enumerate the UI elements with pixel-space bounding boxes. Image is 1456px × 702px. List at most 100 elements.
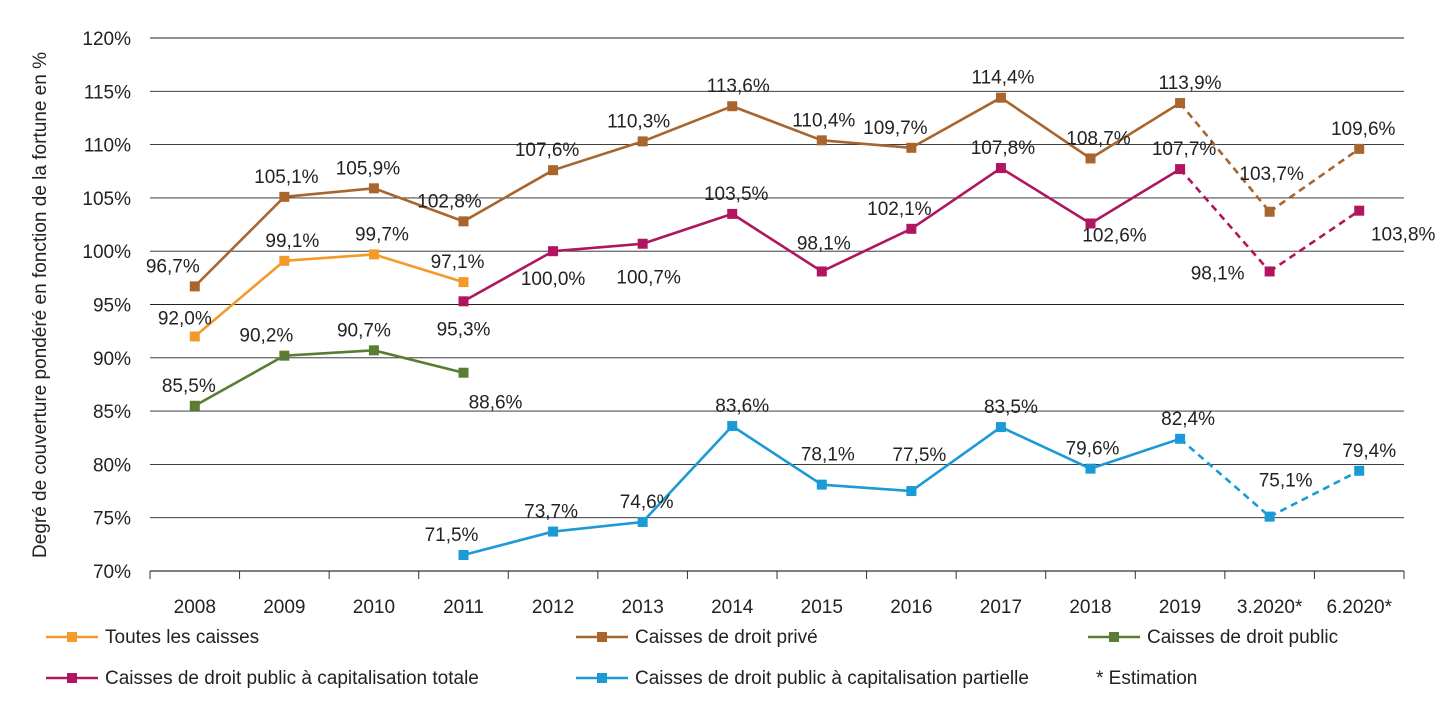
data-point bbox=[1175, 164, 1186, 175]
data-label: 73,7% bbox=[524, 502, 578, 523]
series-segment bbox=[462, 250, 554, 303]
data-label: 85,5% bbox=[162, 376, 216, 397]
y-tick-label: 100% bbox=[82, 242, 131, 263]
y-tick-label: 110% bbox=[84, 136, 131, 157]
data-label: 92,0% bbox=[158, 308, 212, 329]
data-label: 97,1% bbox=[431, 252, 485, 273]
data-label: 103,5% bbox=[704, 184, 769, 205]
data-label: 77,5% bbox=[892, 445, 946, 466]
data-point bbox=[1085, 153, 1096, 164]
data-point bbox=[995, 163, 1006, 174]
series-segment bbox=[641, 425, 734, 523]
data-label: 102,1% bbox=[867, 199, 932, 220]
series-segment bbox=[373, 253, 464, 284]
data-point bbox=[727, 421, 738, 432]
x-tick-label: 2014 bbox=[711, 597, 754, 618]
data-point bbox=[1175, 98, 1186, 109]
legend-label: Toutes les caisses bbox=[105, 627, 259, 648]
data-point bbox=[816, 266, 827, 277]
data-point bbox=[458, 550, 469, 561]
y-axis-label: Degré de couverture pondéré en fonction … bbox=[30, 52, 51, 558]
data-label: 105,9% bbox=[336, 158, 401, 179]
data-label: 98,1% bbox=[1191, 263, 1245, 284]
series-segment bbox=[1179, 168, 1271, 273]
data-label: 79,4% bbox=[1342, 441, 1396, 462]
data-point bbox=[458, 367, 469, 378]
series-segment bbox=[910, 166, 1002, 230]
data-point bbox=[1085, 218, 1096, 229]
series-segment bbox=[1089, 101, 1181, 160]
data-point bbox=[1264, 266, 1275, 277]
legend-label: Caisses de droit public à capitalisation… bbox=[635, 668, 1029, 689]
legend-item: Caisses de droit public bbox=[1088, 627, 1338, 648]
x-tick-label: 2015 bbox=[801, 597, 843, 618]
series-segment bbox=[193, 195, 286, 288]
data-point bbox=[1354, 143, 1365, 154]
data-point bbox=[995, 422, 1006, 433]
data-point bbox=[637, 238, 648, 249]
data-point bbox=[189, 400, 200, 411]
data-label: 82,4% bbox=[1161, 409, 1215, 430]
data-label: 95,3% bbox=[437, 319, 491, 340]
series-segment bbox=[1268, 209, 1360, 273]
series-segment bbox=[284, 349, 375, 357]
data-label: 83,6% bbox=[715, 396, 769, 417]
data-point bbox=[548, 246, 559, 257]
series-segment bbox=[462, 169, 554, 223]
data-label: 113,9% bbox=[1159, 73, 1222, 94]
y-tick-label: 105% bbox=[82, 189, 131, 210]
data-point bbox=[1354, 465, 1365, 476]
series-segment bbox=[910, 426, 1002, 493]
series-segment bbox=[821, 139, 912, 150]
series-0 bbox=[189, 249, 469, 342]
legend-item: Toutes les caisses bbox=[46, 627, 259, 648]
y-axis-ticks: 70% 75% 80% 85% 90% 95% 100% 105% 110% 115% 120% bbox=[82, 29, 131, 583]
series-4 bbox=[458, 421, 1365, 561]
legend-label: Caisses de droit privé bbox=[635, 627, 818, 648]
data-point bbox=[816, 479, 827, 490]
data-labels: 92,0% 99,1% 99,7% 97,1% 96,7% 105,1% 105,9% 102… bbox=[146, 68, 1436, 546]
data-point bbox=[279, 191, 290, 202]
legend: Toutes les caisses Caisses de droit privé… bbox=[46, 627, 1338, 689]
y-tick-label: 95% bbox=[93, 296, 131, 317]
data-point bbox=[189, 281, 200, 292]
series-segment bbox=[821, 483, 912, 493]
series-segment bbox=[1000, 96, 1092, 160]
data-label: 74,6% bbox=[620, 492, 674, 513]
legend-swatch-marker bbox=[67, 632, 77, 642]
data-point bbox=[727, 101, 738, 112]
data-label: 100,0% bbox=[521, 269, 586, 290]
x-tick-label: 2011 bbox=[443, 597, 484, 618]
legend-swatch-marker bbox=[67, 673, 77, 683]
data-point bbox=[279, 255, 290, 266]
data-point bbox=[279, 350, 290, 361]
grid bbox=[150, 37, 1404, 572]
data-point bbox=[816, 135, 827, 146]
data-point bbox=[458, 277, 469, 288]
x-tick-label: 2018 bbox=[1069, 597, 1111, 618]
series-segment bbox=[910, 96, 1002, 149]
x-tick-label: 2017 bbox=[980, 597, 1022, 618]
series-segment bbox=[1089, 168, 1181, 225]
x-tick-label: 2010 bbox=[353, 597, 395, 618]
data-point bbox=[458, 296, 469, 307]
data-label: 83,5% bbox=[984, 397, 1038, 418]
series-segment bbox=[1269, 469, 1360, 518]
y-tick-label: 90% bbox=[93, 349, 131, 370]
data-label: 110,4% bbox=[792, 110, 855, 131]
data-point bbox=[548, 526, 559, 537]
series-segment bbox=[731, 424, 823, 486]
series-segment bbox=[284, 187, 375, 199]
data-label: 75,1% bbox=[1259, 471, 1313, 492]
data-point bbox=[1175, 433, 1186, 444]
data-point bbox=[189, 331, 200, 342]
data-label: 71,5% bbox=[425, 525, 479, 546]
x-tick-label: 2012 bbox=[532, 597, 574, 618]
series-2 bbox=[189, 345, 469, 411]
series-segment bbox=[821, 227, 912, 273]
data-label: 78,1% bbox=[801, 445, 855, 466]
legend-label: Caisses de droit public bbox=[1147, 627, 1338, 648]
data-label: 109,7% bbox=[863, 118, 928, 139]
data-label: 103,7% bbox=[1239, 164, 1304, 185]
x-tick-label: 6.2020* bbox=[1326, 597, 1392, 618]
